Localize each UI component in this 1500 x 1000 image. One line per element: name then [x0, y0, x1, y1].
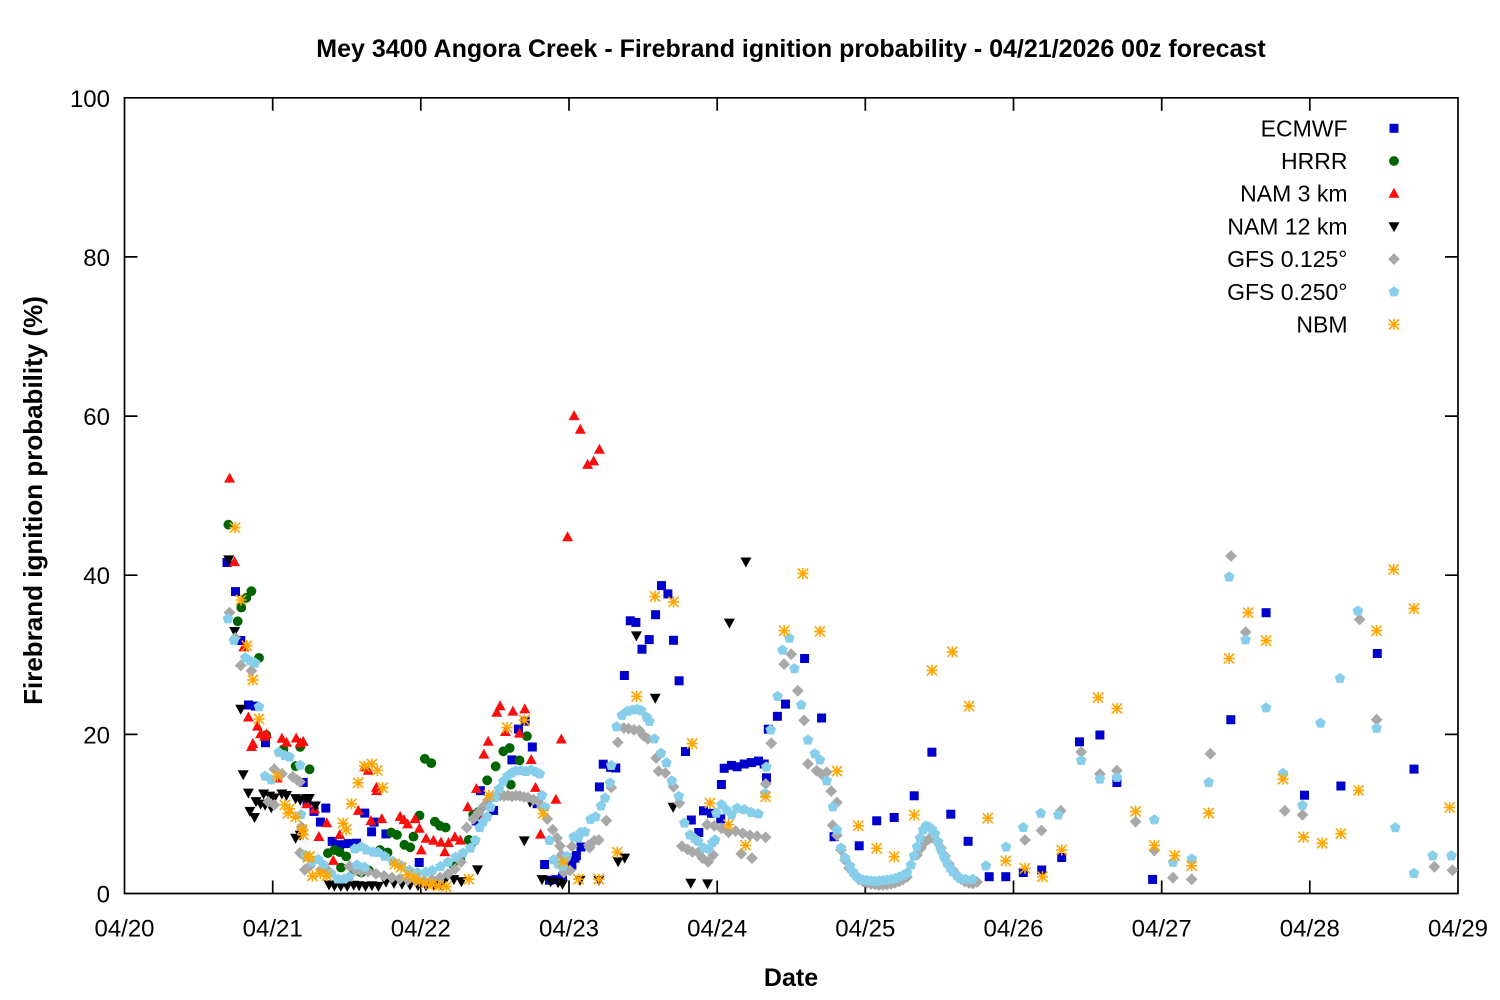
- svg-text:ECMWF: ECMWF: [1261, 115, 1348, 141]
- svg-text:GFS 0.125°: GFS 0.125°: [1227, 246, 1347, 272]
- svg-text:04/28: 04/28: [1280, 916, 1340, 943]
- svg-text:04/21: 04/21: [243, 916, 303, 943]
- svg-text:Date: Date: [764, 964, 818, 992]
- svg-text:04/26: 04/26: [983, 916, 1043, 943]
- svg-text:Firebrand ignition probability: Firebrand ignition probability (%): [18, 296, 48, 705]
- svg-text:0: 0: [97, 882, 110, 909]
- svg-text:04/23: 04/23: [539, 916, 599, 943]
- svg-text:04/22: 04/22: [391, 916, 451, 943]
- svg-text:NBM: NBM: [1296, 312, 1347, 338]
- svg-text:80: 80: [83, 245, 110, 272]
- svg-text:GFS 0.250°: GFS 0.250°: [1227, 279, 1347, 305]
- svg-text:04/24: 04/24: [687, 916, 747, 943]
- svg-text:40: 40: [83, 563, 110, 590]
- svg-text:04/20: 04/20: [94, 916, 154, 943]
- svg-text:NAM 3 km: NAM 3 km: [1240, 181, 1347, 207]
- svg-text:04/29: 04/29: [1428, 916, 1488, 943]
- svg-text:100: 100: [70, 86, 110, 113]
- svg-text:60: 60: [83, 404, 110, 431]
- svg-text:NAM 12 km: NAM 12 km: [1227, 213, 1347, 239]
- svg-text:20: 20: [83, 722, 110, 749]
- svg-text:HRRR: HRRR: [1281, 148, 1347, 174]
- svg-text:Mey 3400 Angora Creek - Firebr: Mey 3400 Angora Creek - Firebrand igniti…: [316, 35, 1266, 63]
- svg-text:04/25: 04/25: [835, 916, 895, 943]
- svg-text:04/27: 04/27: [1132, 916, 1192, 943]
